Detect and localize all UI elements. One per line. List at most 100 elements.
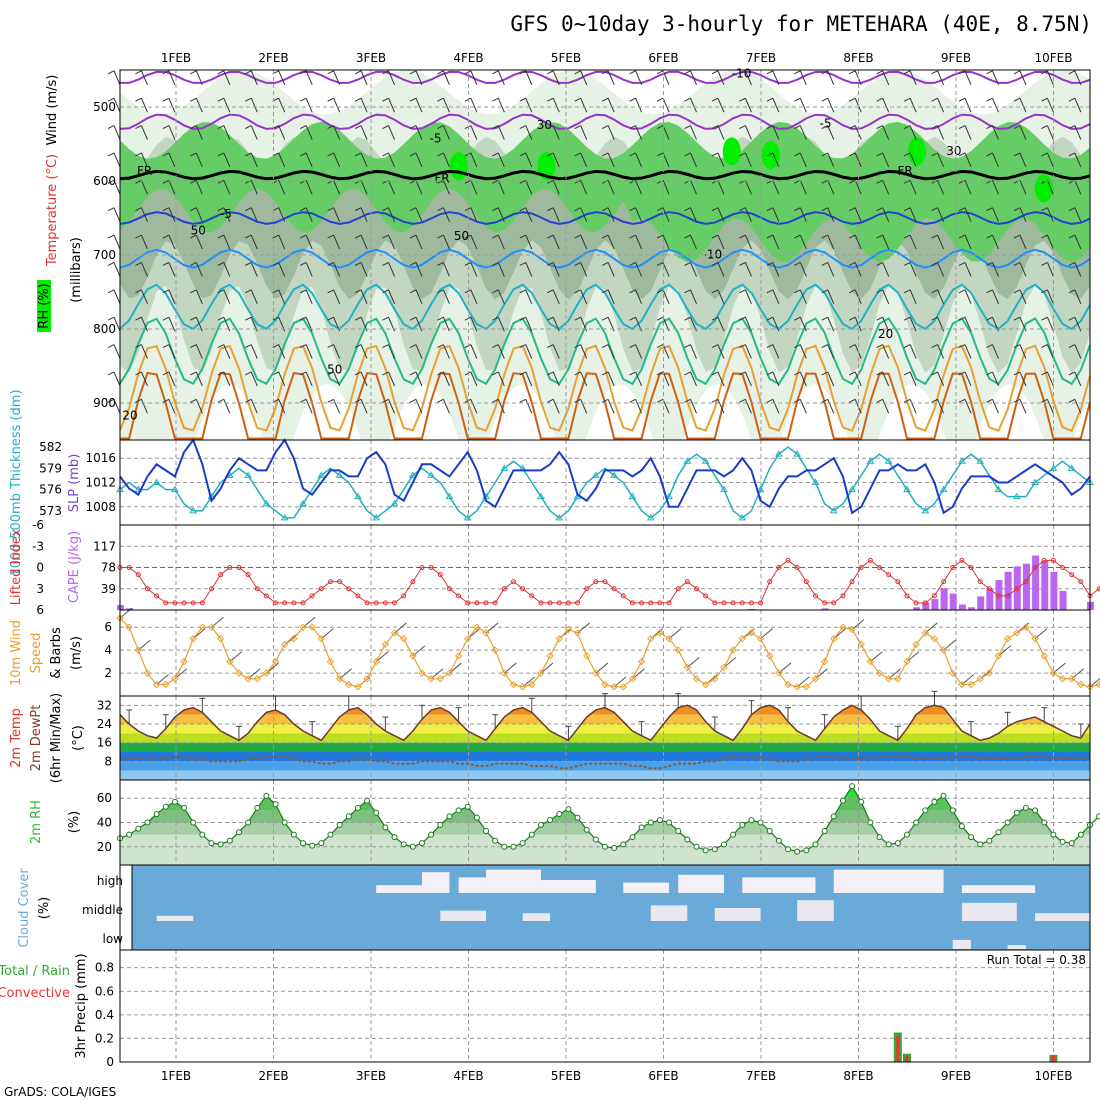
wind-barb-staff <box>635 207 643 222</box>
cloud-middle-bar <box>440 910 487 921</box>
wind-barb-flag <box>299 152 307 157</box>
wind-barb <box>766 234 780 250</box>
wind-barb-staff <box>662 234 670 250</box>
lifted-index-point <box>227 565 233 570</box>
rh2m-point <box>483 828 490 834</box>
wind-barb <box>986 234 999 250</box>
precip-convective-bar <box>896 1036 900 1062</box>
wind-barb-flag <box>190 344 197 349</box>
rh2m-point <box>940 792 947 799</box>
wind-barb <box>492 262 505 277</box>
wind10m-point <box>601 680 609 689</box>
wind-barb-staff <box>827 97 835 113</box>
wind10m-point <box>281 640 289 649</box>
wind-barb-flag <box>629 70 636 75</box>
isotherm-line <box>119 283 1091 331</box>
wind-barb-staff <box>360 289 368 305</box>
slp-tick-label: 1016 <box>85 451 116 465</box>
precip-frame <box>119 949 1091 1063</box>
thickness-marker <box>958 457 966 464</box>
wind-barb-flag <box>135 371 142 376</box>
wind-barb <box>1068 234 1082 250</box>
wind-barb-flag <box>958 152 966 157</box>
wind-barb-flag <box>437 207 444 212</box>
wind-barb <box>464 316 478 332</box>
wind-barb-flag <box>958 125 966 130</box>
rh2m-point <box>208 840 215 847</box>
wind-barb-flag <box>190 179 197 184</box>
wind-barb-staff <box>827 207 835 222</box>
wind-barb <box>958 70 972 85</box>
rh2m-point <box>903 831 910 838</box>
wind-barb-flag <box>986 371 993 376</box>
wind-barb <box>190 398 203 414</box>
wind-barb-staff <box>305 344 313 359</box>
wind-barb <box>711 371 725 387</box>
wind-barb-staff <box>552 70 560 85</box>
wind-barb-staff <box>305 371 313 387</box>
wind-barb-flag <box>849 207 856 212</box>
wind-barb-staff <box>415 234 423 250</box>
wind-barb <box>327 289 341 305</box>
wind-barb <box>217 262 231 277</box>
wind-barb <box>547 289 560 305</box>
wind-barb-flag <box>711 316 719 321</box>
wind-barb-staff <box>168 125 176 140</box>
wind-barb-flag <box>629 125 636 130</box>
wind-barb <box>931 344 945 359</box>
wind10m-point <box>326 657 335 666</box>
wind-barb-staff <box>635 399 643 414</box>
wind-barb-staff <box>250 152 258 168</box>
wind10m-point <box>427 675 435 683</box>
rh2m-point <box>153 811 160 817</box>
thickness-marker <box>1031 478 1039 485</box>
wind-barb-staff <box>388 97 395 113</box>
wind-barb <box>821 289 835 305</box>
wind-barb <box>547 316 560 332</box>
wind-barb-flag <box>409 234 417 239</box>
wind-barb-staff <box>168 262 176 277</box>
wind-barb <box>107 207 121 222</box>
wind-barb-flag <box>601 97 609 102</box>
wind-barb-flag <box>162 371 170 376</box>
wind-barb-staff <box>1074 97 1082 113</box>
wind-barb-staff <box>470 234 478 250</box>
lifted-index-point <box>428 565 434 570</box>
rh2m-point <box>547 817 554 824</box>
wind-barb <box>162 179 176 195</box>
rh2m-point <box>1096 813 1100 820</box>
wind-barb-flag <box>217 179 225 184</box>
wind-barb <box>327 234 341 250</box>
wind10m-point <box>500 669 509 677</box>
wind-barb <box>931 262 945 277</box>
wind-barb <box>162 289 176 305</box>
wind-barb-flag <box>464 125 472 130</box>
wind10m-point <box>290 634 298 643</box>
wind10m-point <box>262 669 271 677</box>
wind-barb-staff <box>223 152 231 168</box>
wind-barb <box>629 97 643 113</box>
rh2m-point <box>702 847 709 854</box>
wind-barb-flag <box>245 70 252 75</box>
cape-bar <box>922 602 930 610</box>
wind-barb-flag <box>684 152 691 157</box>
thickness-marker <box>463 513 472 521</box>
wind-barb-staff <box>497 97 505 113</box>
cloud-middle-bar <box>1035 913 1090 921</box>
wind-barb-staff <box>305 234 313 250</box>
wind-barb <box>354 152 368 168</box>
thickness-marker <box>738 513 747 521</box>
wind-barb-flag <box>711 125 719 130</box>
wind-barb-flag <box>245 289 252 294</box>
wind-barb <box>794 316 807 332</box>
cape-bar <box>1022 563 1030 610</box>
thickness-marker <box>500 464 509 471</box>
wind-barb-flag <box>766 234 774 239</box>
wind-barb-flag <box>903 207 911 212</box>
wind-barb-flag <box>766 152 774 157</box>
lifted-index-point <box>767 579 773 585</box>
rh2m-point <box>354 804 361 811</box>
lifted-index-point <box>849 579 855 585</box>
wind-barb-staff <box>882 234 890 250</box>
cloud-middle-bar <box>522 913 551 921</box>
